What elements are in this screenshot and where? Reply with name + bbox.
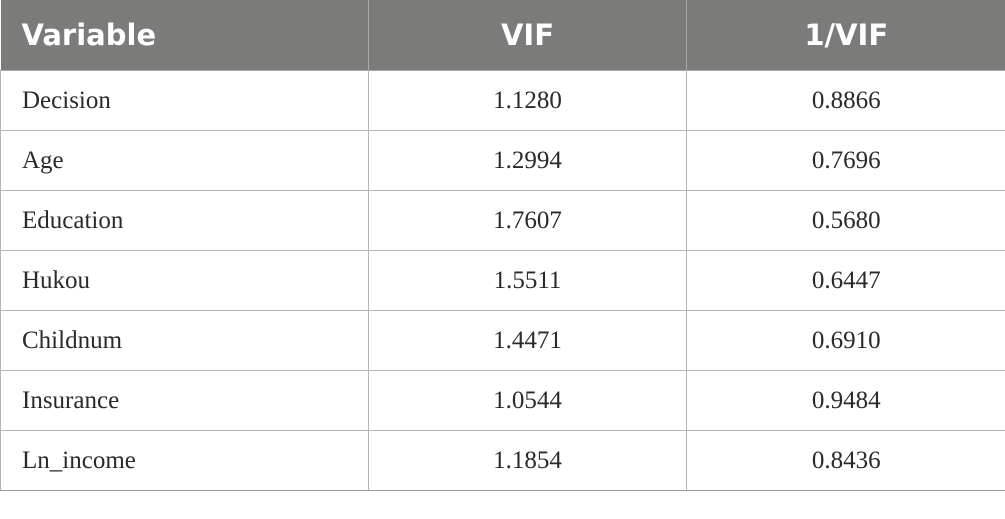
cell-inverse-vif: 0.9484 [686, 370, 1005, 431]
table-row: Hukou 1.5511 0.6447 [0, 250, 1005, 311]
table-row: Decision 1.1280 0.8866 [0, 70, 1005, 131]
cell-vif: 1.0544 [368, 370, 687, 431]
table-row: Age 1.2994 0.7696 [0, 130, 1005, 191]
cell-inverse-vif: 0.8436 [686, 430, 1005, 491]
table-row: Ln_income 1.1854 0.8436 [0, 430, 1005, 491]
cell-vif: 1.4471 [368, 310, 687, 371]
table-row: Childnum 1.4471 0.6910 [0, 310, 1005, 371]
cell-variable: Hukou [0, 250, 369, 311]
table-header: Variable VIF 1/VIF [0, 0, 1005, 71]
cell-variable: Decision [0, 70, 369, 131]
cell-variable: Childnum [0, 310, 369, 371]
header-inverse-vif: 1/VIF [686, 0, 1005, 71]
vif-table: Variable VIF 1/VIF Decision 1.1280 0.886… [0, 0, 1005, 491]
vif-table-container: Variable VIF 1/VIF Decision 1.1280 0.886… [0, 0, 1005, 491]
cell-variable: Insurance [0, 370, 369, 431]
header-vif: VIF [368, 0, 687, 71]
cell-inverse-vif: 0.6447 [686, 250, 1005, 311]
cell-vif: 1.7607 [368, 190, 687, 251]
cell-variable: Age [0, 130, 369, 191]
cell-inverse-vif: 0.7696 [686, 130, 1005, 191]
cell-vif: 1.1280 [368, 70, 687, 131]
cell-vif: 1.5511 [368, 250, 687, 311]
cell-vif: 1.2994 [368, 130, 687, 191]
cell-vif: 1.1854 [368, 430, 687, 491]
header-row: Variable VIF 1/VIF [0, 0, 1005, 71]
table-row: Insurance 1.0544 0.9484 [0, 370, 1005, 431]
header-variable: Variable [0, 0, 369, 71]
table-row: Education 1.7607 0.5680 [0, 190, 1005, 251]
cell-inverse-vif: 0.6910 [686, 310, 1005, 371]
table-body: Decision 1.1280 0.8866 Age 1.2994 0.7696… [0, 70, 1005, 491]
cell-inverse-vif: 0.8866 [686, 70, 1005, 131]
cell-variable: Ln_income [0, 430, 369, 491]
cell-inverse-vif: 0.5680 [686, 190, 1005, 251]
cell-variable: Education [0, 190, 369, 251]
